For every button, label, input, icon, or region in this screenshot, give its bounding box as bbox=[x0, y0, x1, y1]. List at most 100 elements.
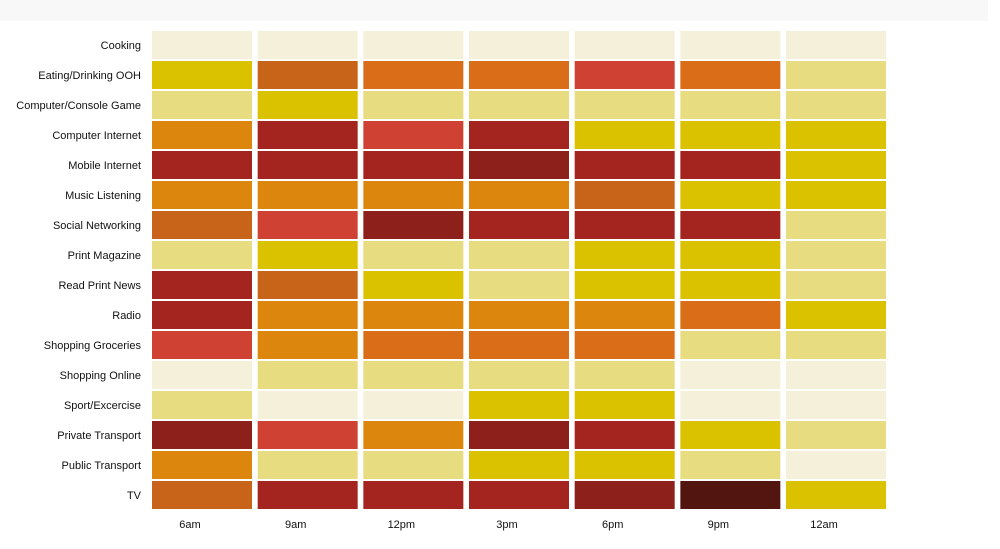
row-label-public-transport: Public Transport bbox=[62, 460, 141, 472]
heatmap-cells bbox=[152, 31, 887, 509]
column-labels: 6am 9am 12pm 3pm 6pm 9pm 12am bbox=[179, 519, 837, 531]
row-label-private-transport: Private Transport bbox=[57, 430, 141, 442]
heatmap-cell-shopping-online-6pm bbox=[574, 361, 675, 389]
heatmap-cell-tv-12am bbox=[786, 481, 887, 509]
heatmap-cell-computer-console-game-12pm bbox=[363, 91, 464, 119]
heatmap-cell-mobile-internet-9pm bbox=[680, 151, 781, 179]
heatmap-cell-print-magazine-6am bbox=[152, 241, 252, 269]
column-label-6pm: 6pm bbox=[602, 519, 623, 531]
heatmap-cell-music-listening-6am bbox=[152, 181, 252, 209]
heatmap-cell-eating-drinking-ooh-12am bbox=[786, 61, 887, 89]
row-label-read-print-news: Read Print News bbox=[58, 280, 141, 292]
heatmap-cell-computer-console-game-12am bbox=[786, 91, 887, 119]
heatmap-cell-shopping-groceries-6pm bbox=[574, 331, 675, 359]
heatmap-cell-shopping-online-12am bbox=[786, 361, 887, 389]
heatmap-cell-music-listening-6pm bbox=[574, 181, 675, 209]
heatmap-cell-shopping-online-9am bbox=[257, 361, 358, 389]
heatmap-cell-computer-console-game-6am bbox=[152, 91, 252, 119]
heatmap-cell-tv-6am bbox=[152, 481, 252, 509]
heatmap-cell-tv-12pm bbox=[363, 481, 464, 509]
heatmap-cell-social-networking-12pm bbox=[363, 211, 464, 239]
heatmap-cell-public-transport-6am bbox=[152, 451, 252, 479]
heatmap-cell-public-transport-3pm bbox=[469, 451, 570, 479]
heatmap-cell-social-networking-3pm bbox=[469, 211, 570, 239]
heatmap-cell-sport-excercise-6am bbox=[152, 391, 252, 419]
heatmap-cell-print-magazine-12pm bbox=[363, 241, 464, 269]
heatmap-cell-radio-12pm bbox=[363, 301, 464, 329]
heatmap-cell-private-transport-6pm bbox=[574, 421, 675, 449]
heatmap-cell-mobile-internet-3pm bbox=[469, 151, 570, 179]
row-label-print-magazine: Print Magazine bbox=[68, 250, 141, 262]
heatmap-cell-social-networking-12am bbox=[786, 211, 887, 239]
heatmap-cell-tv-3pm bbox=[469, 481, 570, 509]
heatmap-cell-private-transport-9pm bbox=[680, 421, 781, 449]
heatmap-cell-tv-9pm bbox=[680, 481, 781, 509]
heatmap-cell-sport-excercise-9am bbox=[257, 391, 358, 419]
heatmap-cell-computer-internet-3pm bbox=[469, 121, 570, 149]
heatmap-cell-tv-6pm bbox=[574, 481, 675, 509]
heatmap-cell-read-print-news-12am bbox=[786, 271, 887, 299]
heatmap-cell-music-listening-3pm bbox=[469, 181, 570, 209]
heatmap-cell-music-listening-12am bbox=[786, 181, 887, 209]
heatmap-cell-music-listening-9am bbox=[257, 181, 358, 209]
heatmap-cell-radio-6pm bbox=[574, 301, 675, 329]
heatmap-cell-radio-12am bbox=[786, 301, 887, 329]
heatmap-cell-sport-excercise-9pm bbox=[680, 391, 781, 419]
heatmap-cell-public-transport-9pm bbox=[680, 451, 781, 479]
heatmap-cell-shopping-groceries-9pm bbox=[680, 331, 781, 359]
heatmap-cell-print-magazine-9am bbox=[257, 241, 358, 269]
heatmap-cell-cooking-6am bbox=[152, 31, 252, 59]
column-label-6am: 6am bbox=[179, 519, 200, 531]
heatmap-cell-eating-drinking-ooh-9am bbox=[257, 61, 358, 89]
heatmap-cell-computer-console-game-9pm bbox=[680, 91, 781, 119]
heatmap-cell-radio-9pm bbox=[680, 301, 781, 329]
row-label-tv: TV bbox=[127, 490, 142, 502]
heatmap-cell-shopping-groceries-12pm bbox=[363, 331, 464, 359]
heatmap-cell-radio-3pm bbox=[469, 301, 570, 329]
heatmap-cell-sport-excercise-12pm bbox=[363, 391, 464, 419]
row-label-eating-drinking-ooh: Eating/Drinking OOH bbox=[38, 70, 141, 82]
column-label-12am: 12am bbox=[810, 519, 838, 531]
heatmap-cell-music-listening-9pm bbox=[680, 181, 781, 209]
heatmap-cell-music-listening-12pm bbox=[363, 181, 464, 209]
heatmap-cell-social-networking-6pm bbox=[574, 211, 675, 239]
row-label-music-listening: Music Listening bbox=[65, 190, 141, 202]
heatmap-cell-mobile-internet-12am bbox=[786, 151, 887, 179]
heatmap-cell-social-networking-9am bbox=[257, 211, 358, 239]
heatmap-cell-cooking-6pm bbox=[574, 31, 675, 59]
row-label-computer-internet: Computer Internet bbox=[52, 130, 141, 142]
heatmap-cell-read-print-news-6am bbox=[152, 271, 252, 299]
column-label-9am: 9am bbox=[285, 519, 306, 531]
heatmap-cell-cooking-12am bbox=[786, 31, 887, 59]
heatmap-cell-eating-drinking-ooh-6am bbox=[152, 61, 252, 89]
heatmap-cell-eating-drinking-ooh-12pm bbox=[363, 61, 464, 89]
heatmap-cell-mobile-internet-6pm bbox=[574, 151, 675, 179]
heatmap-cell-computer-internet-9pm bbox=[680, 121, 781, 149]
heatmap-cell-sport-excercise-3pm bbox=[469, 391, 570, 419]
heatmap-cell-computer-console-game-9am bbox=[257, 91, 358, 119]
heatmap-cell-computer-internet-6pm bbox=[574, 121, 675, 149]
heatmap-cell-mobile-internet-6am bbox=[152, 151, 252, 179]
heatmap-cell-tv-9am bbox=[257, 481, 358, 509]
heatmap-cell-social-networking-9pm bbox=[680, 211, 781, 239]
row-label-sport-excercise: Sport/Excercise bbox=[64, 400, 141, 412]
row-label-shopping-groceries: Shopping Groceries bbox=[44, 340, 142, 352]
heatmap-cell-computer-internet-12pm bbox=[363, 121, 464, 149]
heatmap-cell-computer-console-game-3pm bbox=[469, 91, 570, 119]
heatmap-cell-computer-internet-6am bbox=[152, 121, 252, 149]
heatmap-cell-shopping-groceries-12am bbox=[786, 331, 887, 359]
row-label-social-networking: Social Networking bbox=[53, 220, 141, 232]
heatmap-cell-computer-internet-9am bbox=[257, 121, 358, 149]
heatmap-cell-shopping-groceries-9am bbox=[257, 331, 358, 359]
heatmap-cell-print-magazine-3pm bbox=[469, 241, 570, 269]
heatmap-cell-private-transport-6am bbox=[152, 421, 252, 449]
column-label-3pm: 3pm bbox=[496, 519, 517, 531]
heatmap-cell-sport-excercise-12am bbox=[786, 391, 887, 419]
heatmap-cell-cooking-9am bbox=[257, 31, 358, 59]
heatmap-cell-radio-6am bbox=[152, 301, 252, 329]
heatmap-cell-eating-drinking-ooh-3pm bbox=[469, 61, 570, 89]
row-labels: Cooking Eating/Drinking OOH Computer/Conso… bbox=[16, 40, 141, 502]
heatmap-cell-read-print-news-12pm bbox=[363, 271, 464, 299]
row-label-shopping-online: Shopping Online bbox=[60, 370, 141, 382]
